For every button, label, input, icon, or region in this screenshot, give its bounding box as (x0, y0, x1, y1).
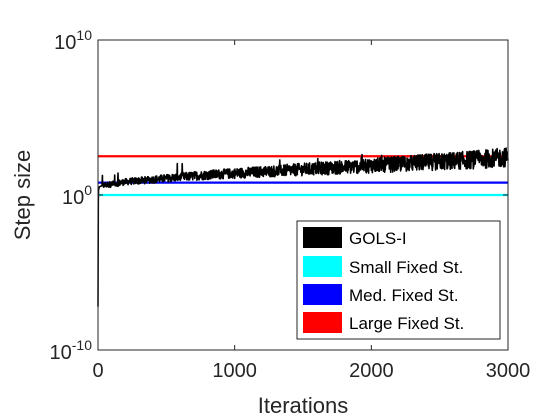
legend-swatch-small-fixed (303, 256, 342, 277)
y-tick-label: 10-10 (50, 337, 93, 364)
x-axis-ticks: 0 1000 2000 3000 (92, 40, 530, 382)
legend-swatch-med-fixed (303, 284, 342, 305)
series-line-gols-i (97, 147, 509, 307)
y-axis-ticks: 10-10 100 1010 (50, 27, 508, 364)
legend-label-small-fixed: Small Fixed St. (349, 258, 463, 277)
legend-swatch-gols-i (303, 227, 342, 248)
x-tick-label: 0 (92, 360, 103, 382)
x-tick-label: 3000 (486, 360, 531, 382)
legend: GOLS-I Small Fixed St. Med. Fixed St. La… (296, 220, 501, 340)
x-axis-label: Iterations (258, 393, 349, 418)
legend-label-large-fixed: Large Fixed St. (349, 314, 464, 333)
y-tick-label: 1010 (54, 27, 92, 54)
legend-label-gols-i: GOLS-I (349, 229, 407, 248)
legend-swatch-large-fixed (303, 312, 342, 333)
y-tick-label: 100 (62, 182, 92, 209)
x-tick-label: 1000 (212, 360, 257, 382)
x-tick-label: 2000 (349, 360, 394, 382)
legend-label-med-fixed: Med. Fixed St. (349, 286, 459, 305)
series-layer (97, 147, 509, 307)
y-axis-label: Step size (10, 150, 35, 241)
